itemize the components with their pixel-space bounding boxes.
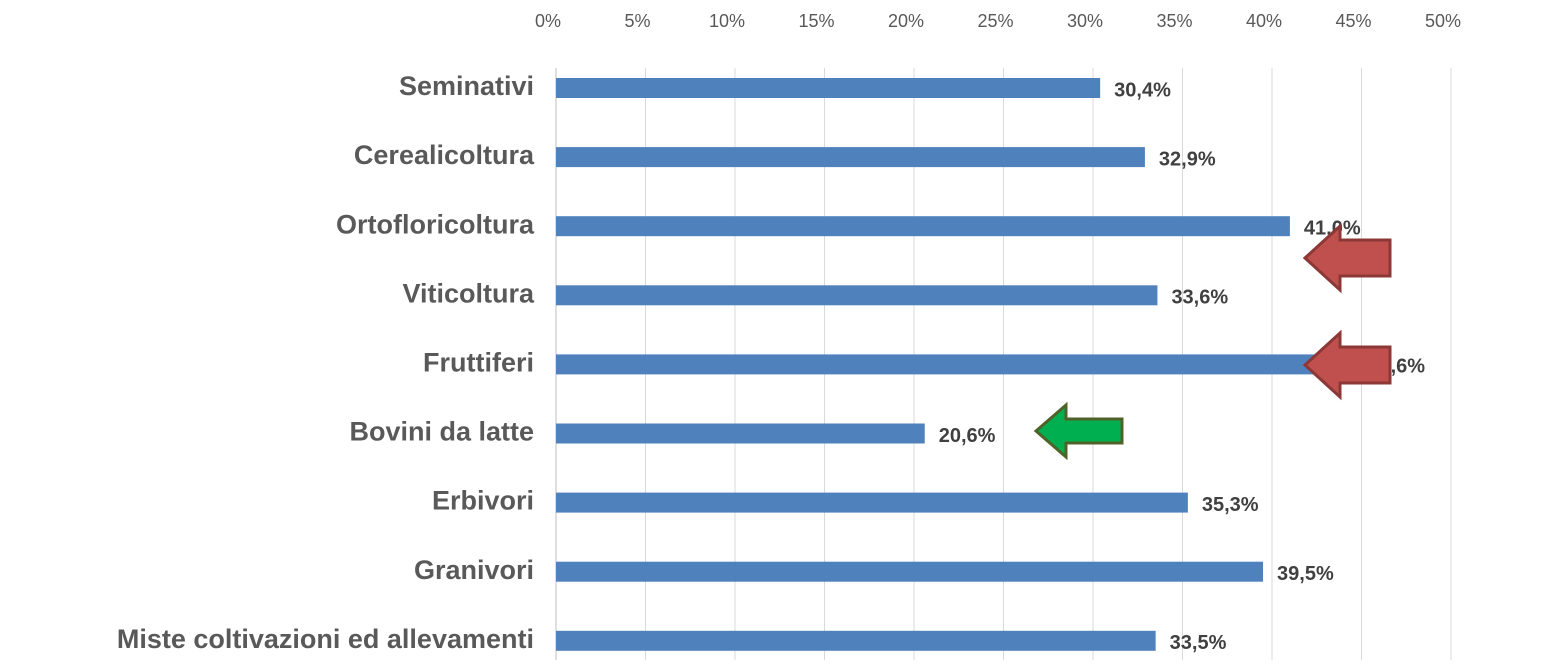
x-tick-label: 20%	[888, 11, 924, 31]
bar	[556, 354, 1355, 375]
bar	[556, 492, 1188, 513]
category-label: Miste coltivazioni ed allevamenti	[117, 624, 534, 654]
red-arrow	[1302, 222, 1392, 294]
x-tick-label: 30%	[1067, 11, 1103, 31]
bar	[556, 423, 925, 444]
x-tick-label: 15%	[798, 11, 834, 31]
category-label: Granivori	[414, 555, 534, 585]
data-label: 39,5%	[1277, 563, 1334, 585]
bar	[556, 78, 1101, 98]
category-label: Viticoltura	[402, 278, 535, 308]
bar	[556, 561, 1264, 582]
x-tick-label: 5%	[624, 11, 650, 31]
plot: 0% 5% 10% 15% 20% 25% 30% 35% 40% 45% 50% Seminativ…	[117, 11, 1461, 660]
data-label: 32,9%	[1159, 148, 1216, 170]
bar	[556, 216, 1290, 237]
x-tick-label: 35%	[1156, 11, 1192, 31]
x-tick-label: 10%	[709, 11, 745, 31]
category-label: Bovini da latte	[349, 417, 534, 447]
x-tick-label: 40%	[1246, 11, 1282, 31]
data-label: 33,5%	[1170, 632, 1227, 654]
category-label: Ortofloricoltura	[336, 209, 535, 239]
bar	[556, 630, 1156, 651]
green-arrow	[1033, 401, 1124, 461]
data-label: 41,0%	[1304, 217, 1361, 239]
x-tick-label: 45%	[1335, 11, 1371, 31]
red-arrow	[1302, 329, 1392, 401]
data-label: 33,6%	[1171, 287, 1228, 309]
data-label: 20,6%	[939, 425, 996, 447]
category-label: Cerealicoltura	[354, 140, 535, 170]
x-tick-label: 25%	[977, 11, 1013, 31]
data-label: 35,3%	[1202, 494, 1259, 516]
bar	[556, 285, 1158, 306]
data-label: 30,4%	[1114, 79, 1171, 101]
category-label: Erbivori	[432, 486, 534, 516]
x-tick-label: 0%	[535, 11, 561, 31]
x-tick-label: 50%	[1425, 11, 1461, 31]
category-label: Fruttiferi	[423, 348, 534, 378]
annotation-arrows	[1033, 222, 1392, 461]
bar	[556, 147, 1145, 168]
category-label: Seminativi	[399, 71, 534, 101]
